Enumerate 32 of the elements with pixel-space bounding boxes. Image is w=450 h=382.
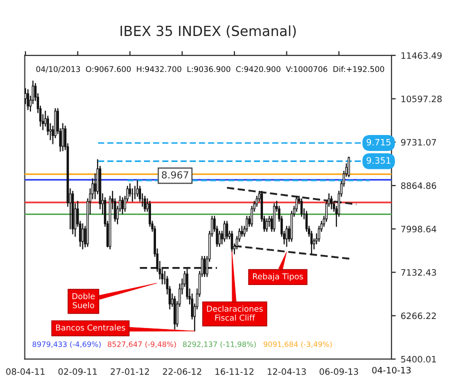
annotation: 9.715 bbox=[366, 138, 390, 146]
y-tick-label: 6266.22 bbox=[401, 312, 436, 320]
candlestick bbox=[82, 223, 84, 250]
x-tick-label: 27-01-12 bbox=[110, 368, 149, 375]
candlestick bbox=[348, 156, 350, 178]
y-tick-label: 9731.07 bbox=[401, 138, 436, 146]
annotation: Bancos Centrales bbox=[56, 324, 126, 331]
chart-title: IBEX 35 INDEX (Semanal) bbox=[120, 25, 296, 38]
y-tick-label: 10597.28 bbox=[401, 96, 442, 102]
x-tick-label: 16-11-12 bbox=[216, 368, 254, 375]
x-tick-label: 02-09-11 bbox=[58, 368, 97, 375]
x-tick-label: 12-04-13 bbox=[268, 368, 306, 375]
annotation: Rebaja Tipos bbox=[253, 273, 303, 281]
candlestick bbox=[144, 196, 146, 212]
y-tick-label: 5400.01 bbox=[401, 356, 436, 363]
x-tick-label: 08-04-11 bbox=[6, 368, 45, 375]
candlestick bbox=[266, 218, 268, 232]
x-tick-label: 22-06-12 bbox=[162, 368, 202, 375]
y-tick-label: 11463.49 bbox=[401, 52, 442, 59]
candlestick bbox=[286, 226, 288, 247]
annotation: 8.967 bbox=[162, 171, 188, 179]
text: 04-10-13 bbox=[372, 366, 411, 374]
y-tick-label: 8864.86 bbox=[401, 182, 436, 189]
x-tick-label: 06-09-13 bbox=[320, 368, 358, 375]
y-tick-label: 7132.43 bbox=[401, 269, 436, 276]
candlestick bbox=[273, 203, 276, 232]
candlestick bbox=[62, 123, 64, 152]
y-tick-label: 7998.64 bbox=[401, 226, 436, 232]
candlestick bbox=[203, 256, 206, 277]
annotation: Doble Suelo bbox=[72, 292, 95, 308]
annotation: Declaraciones Fiscal Cliff bbox=[207, 305, 263, 321]
annotation: 9.351 bbox=[366, 157, 390, 164]
